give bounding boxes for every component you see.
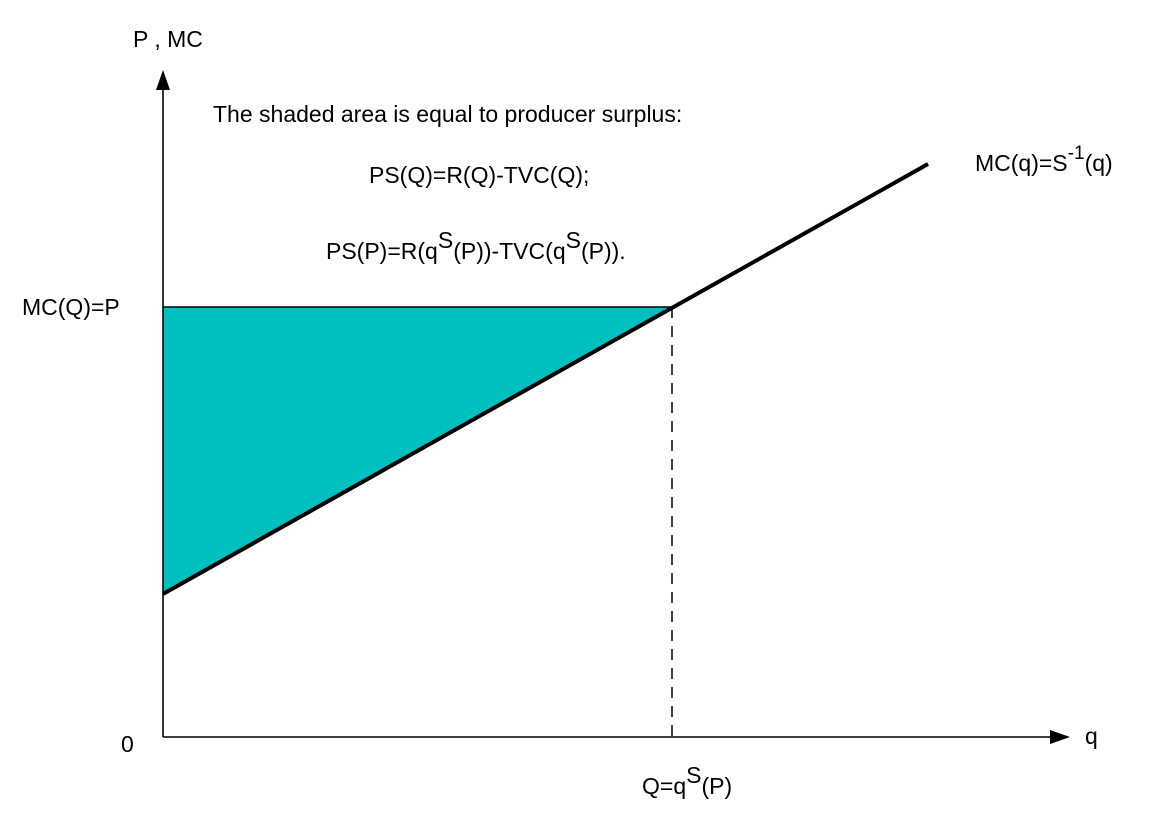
x-axis-label: q (1085, 723, 1098, 749)
x-axis-arrowhead (1050, 730, 1070, 744)
mc-curve-label-base: MC(q)=S (975, 150, 1068, 176)
annotation-line-3-part2: (P))-TVC(q (453, 238, 566, 264)
marginal-cost-curve (162, 162, 929, 596)
origin-label: 0 (121, 731, 134, 757)
quantity-label-base: Q=q (642, 773, 687, 799)
annotation-line-2: PS(Q)=R(Q)-TVC(Q); (369, 162, 590, 188)
annotation-line-1: The shaded area is equal to producer sur… (213, 101, 683, 127)
quantity-label-tail: (P) (701, 773, 733, 799)
annotation-line-3-sup2: S (565, 227, 581, 253)
annotation-line-3-sup1: S (437, 227, 454, 253)
y-axis-arrowhead (156, 70, 170, 90)
mc-curve-label: MC(q)=S-1(q) (975, 144, 1113, 176)
quantity-label-sup: S (686, 762, 702, 788)
annotation-line-3-part1: PS(P)=R(q (326, 238, 438, 264)
y-axis-label: P , MC (133, 26, 203, 52)
price-level-label: MC(Q)=P (22, 294, 120, 320)
mc-curve-label-sup: -1 (1067, 143, 1085, 164)
annotation-line-3: PS(P)=R(qS(P))-TVC(qS(P)). (326, 229, 626, 264)
quantity-label: Q=qS(P) (642, 764, 733, 799)
mc-curve-label-tail: (q) (1084, 150, 1113, 176)
annotation-line-3-part3: (P)). (580, 238, 626, 264)
